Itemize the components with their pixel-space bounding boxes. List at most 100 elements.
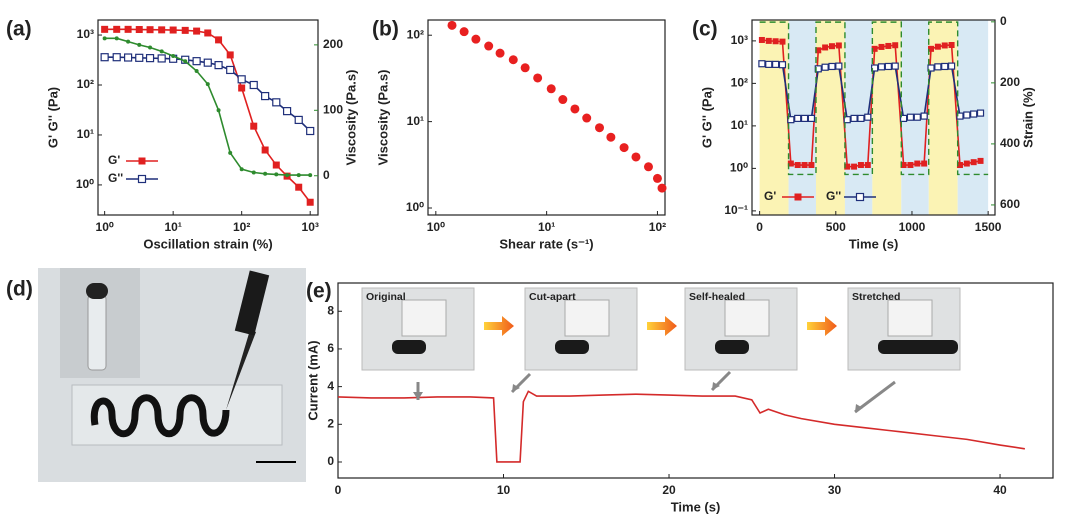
marker xyxy=(956,162,963,169)
marker xyxy=(828,62,836,71)
marker xyxy=(216,108,221,113)
marker xyxy=(928,45,935,52)
marker xyxy=(864,113,872,121)
marker xyxy=(772,60,780,68)
x-axis-label: Shear rate (s⁻¹) xyxy=(499,236,593,251)
x-tick-label: 10² xyxy=(233,220,250,234)
marker xyxy=(877,63,886,71)
inset-label: Stretched xyxy=(852,291,900,303)
marker xyxy=(778,61,787,69)
marker xyxy=(238,84,246,92)
marker xyxy=(495,48,505,58)
marker xyxy=(261,91,270,101)
marker xyxy=(261,146,269,154)
marker xyxy=(758,60,766,68)
marker xyxy=(643,162,653,172)
panel-label: (c) xyxy=(692,18,718,41)
y2-tick-label: 200 xyxy=(1000,75,1020,89)
pipette xyxy=(234,270,270,336)
y2-tick-label: 0 xyxy=(323,168,330,182)
marker xyxy=(226,51,234,59)
marker xyxy=(171,53,176,58)
marker xyxy=(159,49,164,54)
marker xyxy=(871,64,879,72)
marker xyxy=(484,41,494,51)
marker xyxy=(941,42,948,49)
device-base xyxy=(887,299,933,337)
marker xyxy=(570,104,580,114)
y-tick-label: 10³ xyxy=(77,27,94,41)
marker xyxy=(907,162,914,169)
marker xyxy=(970,159,977,166)
y2-tick-label: 400 xyxy=(1000,136,1020,150)
marker xyxy=(772,38,779,45)
y-tick-label: 2 xyxy=(327,416,334,430)
marker xyxy=(124,53,133,62)
marker xyxy=(308,173,313,178)
legend-label: G' xyxy=(764,189,776,203)
marker xyxy=(296,173,301,178)
marker xyxy=(228,150,233,155)
marker xyxy=(112,53,121,62)
chart-panel: 10⁰ 10¹ 10² 10⁰ 10¹ 10² Shear rate (s⁻¹) Viscos… xyxy=(372,18,667,251)
printed-gel xyxy=(90,394,230,438)
marker xyxy=(808,162,815,169)
x-tick-label: 1000 xyxy=(899,220,926,234)
marker xyxy=(657,183,667,193)
marker xyxy=(102,36,107,41)
pointer-arrow xyxy=(854,380,896,414)
y-tick-label: 10² xyxy=(407,27,424,41)
marker xyxy=(101,25,109,33)
marker xyxy=(181,26,189,34)
marker xyxy=(215,36,223,44)
y-tick-label: 8 xyxy=(327,303,334,317)
y-tick-label: 10¹ xyxy=(77,127,94,141)
y-tick-label: 10¹ xyxy=(731,118,748,132)
marker xyxy=(272,98,281,107)
marker xyxy=(963,160,970,167)
marker xyxy=(794,193,802,201)
marker xyxy=(459,27,469,37)
x-tick-label: 20 xyxy=(662,483,676,497)
y2-axis-label: Strain (%) xyxy=(1020,87,1035,148)
marker xyxy=(135,26,143,34)
y-tick-label: 10⁰ xyxy=(406,200,424,214)
marker xyxy=(272,161,280,169)
y-tick-label: 10⁰ xyxy=(730,161,748,175)
gel-sample xyxy=(555,340,589,354)
marker xyxy=(843,116,851,124)
marker xyxy=(815,47,822,54)
marker xyxy=(913,113,921,121)
marker xyxy=(237,75,246,84)
y2-axis-label: Viscosity (Pa.s) xyxy=(343,70,358,166)
x-tick-label: 10 xyxy=(497,483,511,497)
y-tick-label: 0 xyxy=(327,454,334,468)
marker xyxy=(192,57,201,66)
inset-label: Original xyxy=(366,291,406,303)
marker xyxy=(956,112,964,120)
y2-tick-label: 200 xyxy=(323,37,343,51)
step-arrow xyxy=(807,316,837,336)
chart-panel: 0 500 1000 1500 10⁻¹ 10⁰ 10¹ 10² 10³ 0 200 400 600 Ti… xyxy=(692,14,1035,251)
marker xyxy=(835,62,843,70)
y2-tick-label: 0 xyxy=(1000,14,1007,28)
marker xyxy=(800,114,809,122)
marker xyxy=(857,162,864,169)
y-axis-label: Current (mA) xyxy=(305,340,320,420)
y-tick-label: 6 xyxy=(327,341,334,355)
pointer-head xyxy=(413,392,423,400)
marker xyxy=(194,69,199,74)
x-tick-label: 500 xyxy=(826,220,846,234)
marker xyxy=(794,162,801,169)
marker xyxy=(558,95,568,105)
y-tick-label: 10⁻¹ xyxy=(724,203,748,217)
y-axis-label: G' G'' (Pa) xyxy=(45,87,60,148)
marker xyxy=(145,54,155,63)
y-tick-label: 10⁰ xyxy=(76,177,94,191)
marker xyxy=(794,114,802,122)
marker xyxy=(884,62,892,71)
marker xyxy=(878,43,885,50)
legend-label: G'' xyxy=(826,189,841,203)
inset-label: Self-healed xyxy=(689,291,745,303)
